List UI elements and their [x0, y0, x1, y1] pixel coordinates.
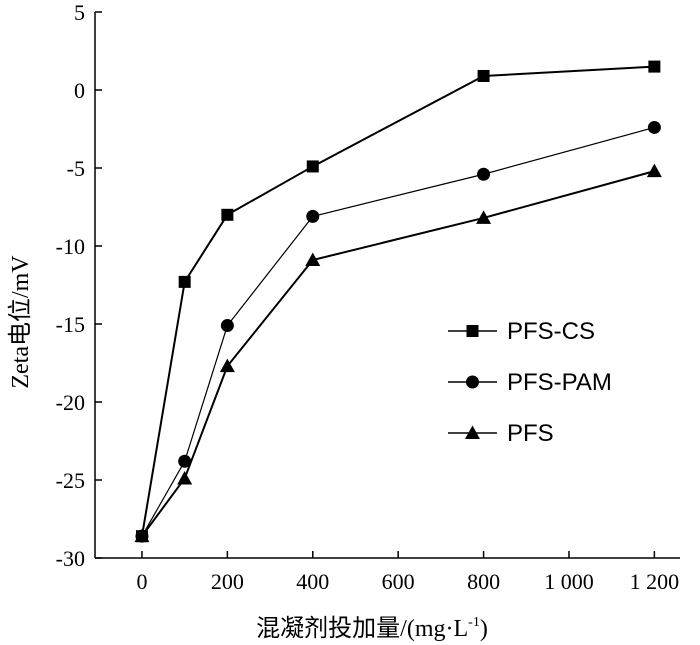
- legend-label-pfs: PFS: [507, 420, 554, 447]
- point-pfs-cs: [221, 208, 234, 221]
- legend-marker-pfs-cs: [466, 325, 479, 337]
- x-axis-title-end: ): [480, 616, 488, 642]
- point-pfs-cs: [477, 69, 490, 82]
- legend-label-pfs-pam: PFS-PAM: [507, 369, 612, 396]
- point-pfs-pam: [647, 120, 661, 134]
- series-lines: [140, 65, 655, 537]
- x-tick-label: 1 000: [544, 569, 594, 594]
- x-axis-title: 混凝剂投加量/(mg·L-1): [256, 615, 488, 642]
- x-tick-label: 800: [467, 569, 500, 594]
- x-tick-label: 200: [211, 569, 244, 594]
- series-line-pfs-cs: [140, 65, 655, 537]
- x-axis-title-main: 混凝剂投加量/(mg·L: [256, 615, 468, 642]
- point-pfs-cs: [648, 60, 661, 73]
- y-tick-label: -25: [56, 468, 85, 493]
- point-pfs-pam: [477, 167, 491, 181]
- x-axis-title-superscript: -1: [468, 615, 480, 630]
- point-pfs-pam: [220, 319, 234, 333]
- y-tick-label: -30: [56, 546, 85, 571]
- point-pfs: [134, 528, 150, 543]
- point-pfs: [646, 163, 662, 178]
- series-markers: [134, 60, 662, 543]
- x-tick-label: 0: [136, 569, 147, 594]
- series-line-pfs-pam: [141, 126, 655, 537]
- legend: PFS-CS PFS-PAM PFS: [448, 318, 612, 447]
- axes: 5 0 -5 -10 -15 -20 -25 -30 0 200 400 600 800 1 000 1 2…: [56, 0, 680, 594]
- legend-marker-pfs: [465, 425, 480, 439]
- y-tick-label: 0: [74, 78, 85, 103]
- y-tick-label: -15: [56, 312, 85, 337]
- legend-label-pfs-cs: PFS-CS: [507, 318, 595, 345]
- point-pfs: [177, 470, 193, 485]
- legend-marker-pfs-pam: [466, 375, 479, 389]
- series-line-pfs: [141, 170, 655, 537]
- point-pfs: [305, 252, 321, 267]
- y-axis-title: Zeta电位/mV: [7, 255, 34, 389]
- point-pfs: [476, 210, 492, 224]
- y-tick-label: -5: [67, 156, 85, 181]
- y-tick-label: -20: [56, 390, 85, 415]
- point-pfs-cs: [306, 160, 319, 173]
- y-tick-label: -10: [56, 234, 85, 259]
- point-pfs-pam: [306, 209, 320, 223]
- y-tick-label: 5: [74, 0, 85, 25]
- x-tick-label: 400: [296, 569, 329, 594]
- point-pfs-cs: [178, 275, 191, 288]
- point-pfs: [219, 358, 235, 373]
- x-tick-label: 1 200: [630, 569, 680, 594]
- x-tick-label: 600: [382, 569, 415, 594]
- point-pfs-pam: [178, 454, 192, 468]
